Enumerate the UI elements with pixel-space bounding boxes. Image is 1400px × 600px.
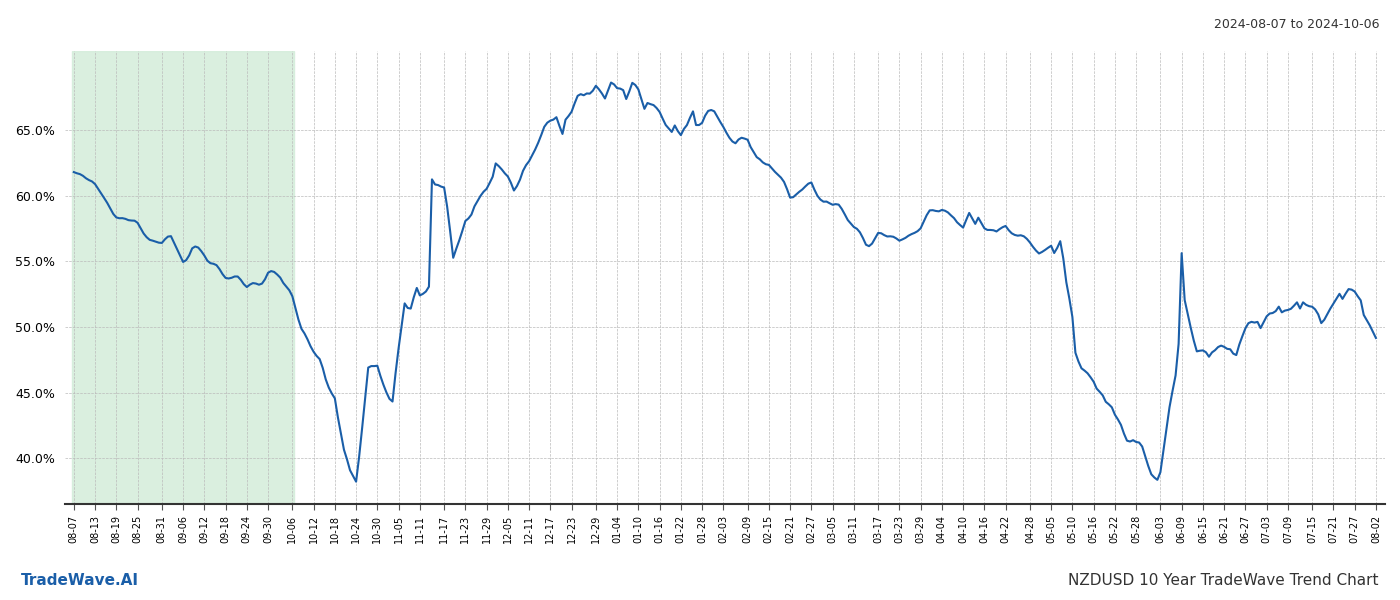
Text: NZDUSD 10 Year TradeWave Trend Chart: NZDUSD 10 Year TradeWave Trend Chart [1068,573,1379,588]
Bar [73,51,294,504]
Text: 2024-08-07 to 2024-10-06: 2024-08-07 to 2024-10-06 [1214,18,1379,31]
Text: TradeWave.AI: TradeWave.AI [21,573,139,588]
